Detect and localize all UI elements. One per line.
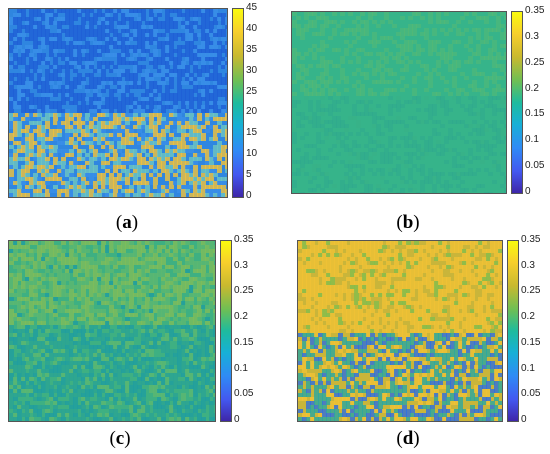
colorbar-tick-label: 0.15 <box>525 108 545 120</box>
heatmap-b <box>291 11 507 194</box>
colorbar-tick-label: 0.25 <box>521 285 541 297</box>
colorbar-tick-label: 40 <box>246 22 258 34</box>
colorbar-tick-label: 45 <box>246 2 258 13</box>
colorbar-tick-label: 0.05 <box>521 388 541 400</box>
colorbar-tick-label: 0.2 <box>521 311 535 323</box>
colorbar-tick-label: 35 <box>246 43 258 55</box>
colorbar-tick-label: 0.35 <box>234 234 254 245</box>
heatmap-d <box>297 240 503 422</box>
colorbar-tick-label: 5 <box>246 169 252 181</box>
colorbar-tick-label: 0.1 <box>234 362 248 374</box>
heatmap-a <box>8 8 228 198</box>
colorbar-c <box>220 240 232 422</box>
heatmap-c <box>8 240 216 422</box>
colorbar-tick-label: 0.35 <box>525 5 545 16</box>
colorbar-tick-label: 25 <box>246 85 258 97</box>
colorbar-tick-label: 0 <box>521 414 527 425</box>
colorbar-tick-label: 10 <box>246 148 258 160</box>
raster-image <box>298 241 502 421</box>
colorbar-tick-label: 0.15 <box>521 336 541 348</box>
colorbar-a <box>232 8 244 198</box>
colorbar-tick-label: 0.15 <box>234 336 254 348</box>
colorbar-tick-label: 0.25 <box>234 285 254 297</box>
raster-image <box>9 9 227 197</box>
raster-image <box>9 241 215 421</box>
colorbar-tick-label: 30 <box>246 64 258 76</box>
colorbar-tick-label: 15 <box>246 127 258 139</box>
colorbar-tick-label: 0.2 <box>525 82 539 94</box>
raster-image <box>292 12 506 193</box>
colorbar-tick-label: 0.3 <box>525 30 539 42</box>
caption-d: (d) <box>396 428 420 449</box>
colorbar-tick-label: 0.1 <box>521 362 535 374</box>
caption-a: (a) <box>115 212 139 233</box>
caption-c: (c) <box>109 428 131 449</box>
colorbar-b <box>511 11 523 194</box>
colorbar-tick-label: 0 <box>234 414 240 425</box>
colorbar-tick-label: 0.2 <box>234 311 248 323</box>
caption-b: (b) <box>396 212 420 233</box>
colorbar-tick-label: 0 <box>525 186 531 197</box>
colorbar-tick-label: 0.1 <box>525 134 539 146</box>
colorbar-tick-label: 0.3 <box>521 259 535 271</box>
colorbar-tick-label: 0.05 <box>525 160 545 172</box>
colorbar-tick-label: 0.05 <box>234 388 254 400</box>
colorbar-tick-label: 0.25 <box>525 56 545 68</box>
colorbar-tick-label: 0.3 <box>234 259 248 271</box>
colorbar-d <box>507 240 519 422</box>
colorbar-tick-label: 0 <box>246 190 252 201</box>
colorbar-tick-label: 0.35 <box>521 234 541 245</box>
colorbar-tick-label: 20 <box>246 106 258 118</box>
